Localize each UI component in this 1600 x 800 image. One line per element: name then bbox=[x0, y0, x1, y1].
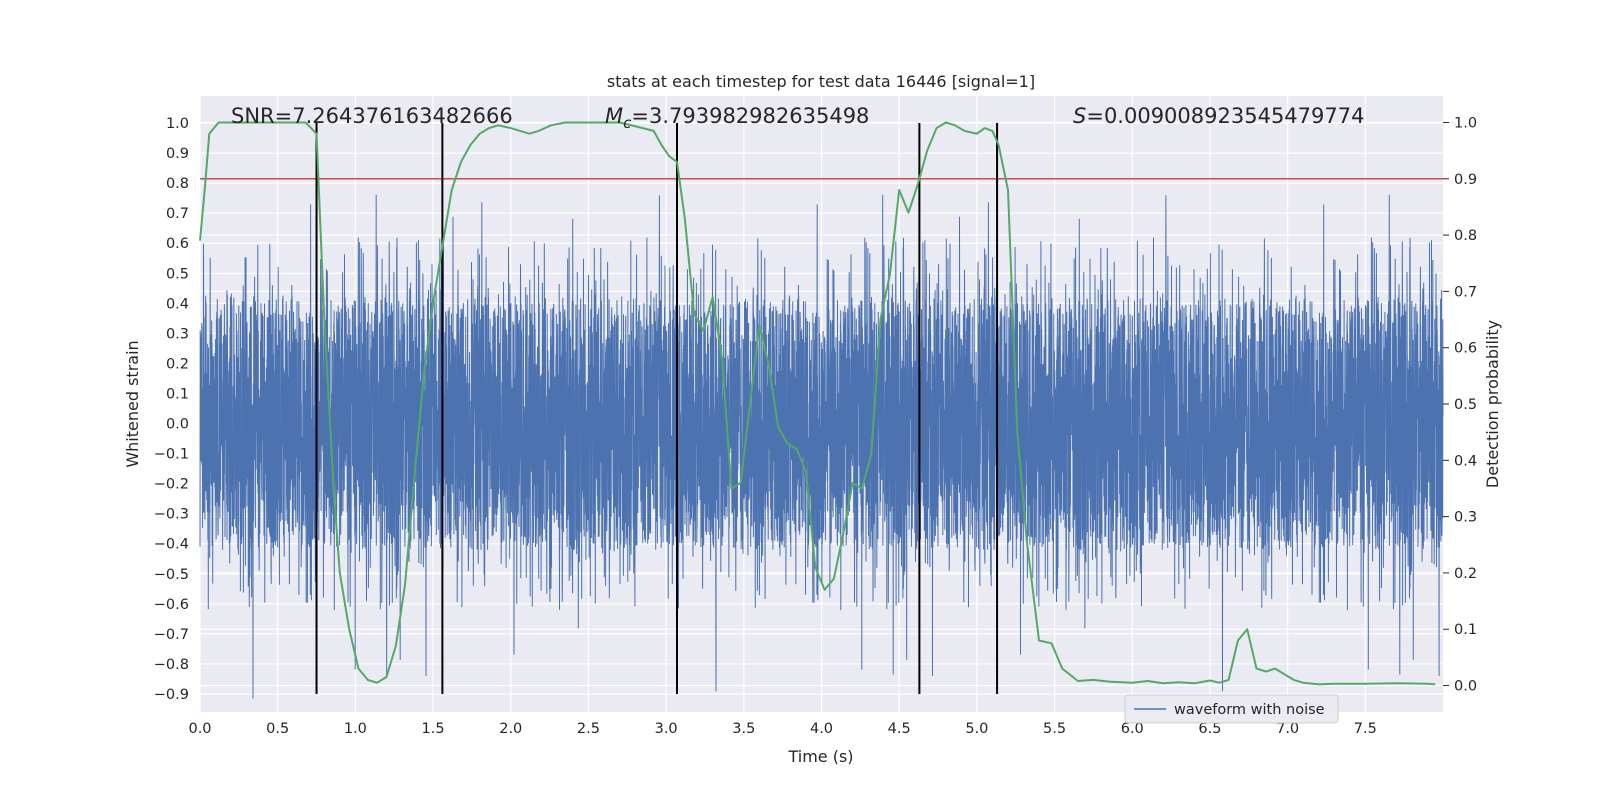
x-tick-label: 0.0 bbox=[188, 721, 211, 737]
legend-box bbox=[1124, 694, 1339, 724]
annotation-chirp-mass-subscript: c bbox=[623, 114, 632, 132]
x-tick-label: 5.5 bbox=[1043, 721, 1066, 737]
y2-tick-label: 0.4 bbox=[1454, 453, 1477, 469]
annotation-s-symbol: S bbox=[1073, 104, 1086, 128]
y-tick-label: −0.8 bbox=[154, 657, 189, 673]
y-tick-label: −0.6 bbox=[154, 597, 189, 613]
y-axis-label: Whitened strain bbox=[123, 340, 142, 467]
y2-tick-label: 0.0 bbox=[1454, 679, 1477, 695]
y2-tick-label: 0.6 bbox=[1454, 341, 1477, 357]
x-tick-label: 4.0 bbox=[810, 721, 833, 737]
x-tick-label: 4.5 bbox=[888, 721, 911, 737]
y2-axis-label: Detection probability bbox=[1483, 320, 1502, 488]
annotation-chirp-mass-value: =3.793982982635498 bbox=[631, 104, 869, 128]
y-tick-label: −0.9 bbox=[154, 687, 189, 703]
y-tick-label: 0.6 bbox=[166, 236, 189, 252]
y-tick-label: 0.9 bbox=[166, 146, 189, 162]
y2-tick-label: 0.8 bbox=[1454, 228, 1477, 244]
x-tick-label: 6.0 bbox=[1121, 721, 1144, 737]
legend: waveform with noise bbox=[1124, 694, 1339, 724]
y-tick-label: 0.0 bbox=[166, 417, 189, 433]
x-tick-label: 7.5 bbox=[1354, 721, 1377, 737]
annotation-s: S=0.009008923545479774 bbox=[1073, 104, 1364, 128]
annotation-s-value: =0.009008923545479774 bbox=[1086, 104, 1364, 128]
y2-axis-ticks: 1.0 0.9 0.8 0.7 0.6 0.5 0.4 0.3 0.2 0.1 0.0 bbox=[1443, 115, 1477, 695]
legend-label: waveform with noise bbox=[1174, 702, 1325, 718]
x-tick-label: 2.0 bbox=[499, 721, 522, 737]
x-tick-label: 2.5 bbox=[577, 721, 600, 737]
y-tick-label: 0.2 bbox=[166, 356, 189, 372]
y-tick-label: 0.5 bbox=[166, 266, 189, 282]
annotation-chirp-mass: Mc=3.793982982635498 bbox=[605, 104, 869, 132]
y-tick-label: 0.1 bbox=[166, 386, 189, 402]
x-tick-label: 3.0 bbox=[655, 721, 678, 737]
y-tick-label: −0.5 bbox=[154, 567, 189, 583]
y2-tick-label: 0.2 bbox=[1454, 566, 1477, 582]
x-tick-label: 5.0 bbox=[965, 721, 988, 737]
annotation-snr: SNR=7.264376163482666 bbox=[231, 104, 513, 128]
x-tick-label: 7.0 bbox=[1276, 721, 1299, 737]
y2-tick-label: 0.1 bbox=[1454, 622, 1477, 638]
x-tick-label: 6.5 bbox=[1198, 721, 1221, 737]
chart-title: stats at each timestep for test data 164… bbox=[607, 72, 1035, 91]
y-tick-label: 0.7 bbox=[166, 206, 189, 222]
y-tick-label: −0.2 bbox=[154, 477, 189, 493]
series-detection-probability bbox=[199, 121, 1436, 686]
y-tick-label: −0.1 bbox=[154, 447, 189, 463]
annotation-chirp-mass-symbol: M bbox=[605, 104, 623, 128]
y-tick-label: 1.0 bbox=[166, 116, 189, 132]
strain-line bbox=[199, 194, 1444, 699]
y-tick-label: 0.3 bbox=[166, 326, 189, 342]
x-axis-ticks: 0.0 0.5 1.0 1.5 2.0 2.5 3.0 3.5 4.0 4.5 5.0 5.5 6.0 6… bbox=[188, 721, 1376, 737]
x-tick-label: 1.5 bbox=[422, 721, 445, 737]
y2-tick-label: 0.9 bbox=[1454, 172, 1477, 188]
x-axis-label: Time (s) bbox=[787, 747, 853, 766]
y2-tick-label: 0.3 bbox=[1454, 510, 1477, 526]
y2-tick-label: 0.5 bbox=[1454, 397, 1477, 413]
x-tick-label: 1.0 bbox=[344, 721, 367, 737]
vertical-lines bbox=[315, 123, 999, 694]
y-tick-label: 0.8 bbox=[166, 176, 189, 192]
y2-tick-label: 0.7 bbox=[1454, 284, 1477, 300]
series-waveform-with-noise bbox=[199, 194, 1444, 699]
y-tick-label: −0.4 bbox=[154, 537, 189, 553]
y-axis-ticks: 1.0 0.9 0.8 0.7 0.6 0.5 0.4 0.3 0.2 0.1 0.0 −0.1 −0.… bbox=[154, 116, 189, 703]
y-tick-label: 0.4 bbox=[166, 296, 189, 312]
x-tick-label: 0.5 bbox=[266, 721, 289, 737]
y-tick-label: −0.3 bbox=[154, 507, 189, 523]
probability-line bbox=[199, 121, 1436, 686]
y-tick-label: −0.7 bbox=[154, 627, 189, 643]
y2-tick-label: 1.0 bbox=[1454, 115, 1477, 131]
x-tick-label: 3.5 bbox=[732, 721, 755, 737]
